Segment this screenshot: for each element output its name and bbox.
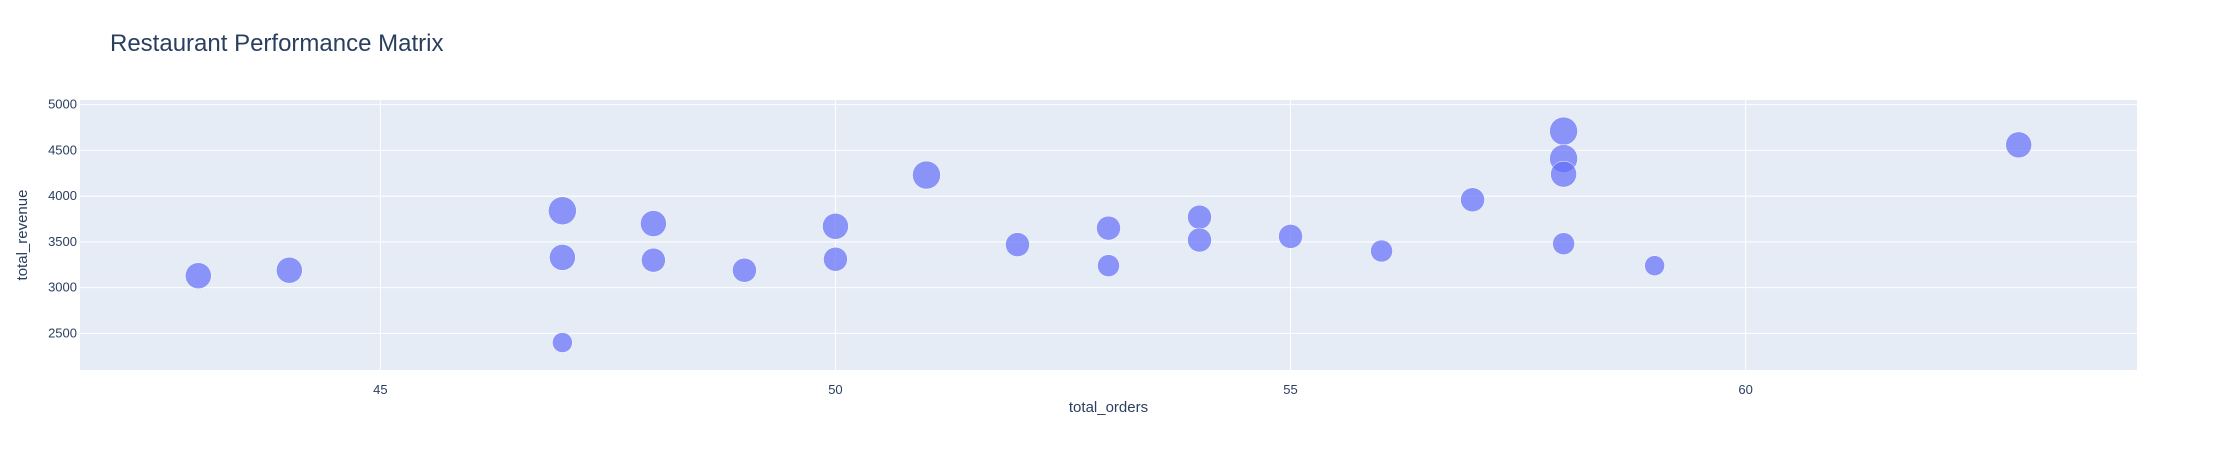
scatter-point[interactable] [1097,254,1120,277]
chart-title: Restaurant Performance Matrix [110,30,444,57]
tick-labels: 45 50 55 60 2500 3000 3500 4000 4500 5000 [48,97,1753,397]
scatter-point[interactable] [276,256,303,284]
scatter-point[interactable] [185,262,212,289]
scatter-point[interactable] [640,210,667,237]
y-tick-label: 4000 [48,188,77,203]
x-tick-label: 55 [1283,382,1297,397]
scatter-point[interactable] [2005,131,2032,159]
scatter-point[interactable] [822,213,849,240]
x-axis-title: total_orders [1069,399,1148,416]
scatter-point[interactable] [732,257,757,283]
scatter-point[interactable] [1549,116,1578,146]
scatter-point[interactable] [641,247,666,273]
x-tick-label: 50 [828,382,842,397]
grid-lines [80,100,2137,370]
scatter-point[interactable] [823,247,848,272]
scatter-point[interactable] [1187,227,1212,253]
scatter-point[interactable] [1552,232,1575,255]
scatter-point[interactable] [1460,187,1485,213]
y-tick-label: 5000 [48,97,77,112]
scatter-point[interactable] [548,196,577,225]
scatter-point[interactable] [1096,215,1121,241]
y-tick-label: 4500 [48,142,77,157]
scatter-point[interactable] [1370,239,1393,263]
scatter-point[interactable] [552,332,573,353]
y-tick-label: 3500 [48,234,77,249]
scatter-point[interactable] [1644,255,1665,276]
scatter-point[interactable] [1278,224,1303,249]
scatter-point[interactable] [1005,232,1030,257]
x-tick-label: 60 [1738,382,1752,397]
scatter-point[interactable] [1550,160,1577,188]
data-points [185,116,2032,353]
scatter-point[interactable] [912,160,941,190]
y-axis-title: total_revenue [14,190,31,281]
scatter-point[interactable] [549,244,576,271]
x-tick-label: 45 [373,382,387,397]
y-tick-label: 2500 [48,325,77,340]
y-tick-label: 3000 [48,280,77,295]
scatter-point[interactable] [1187,204,1212,230]
